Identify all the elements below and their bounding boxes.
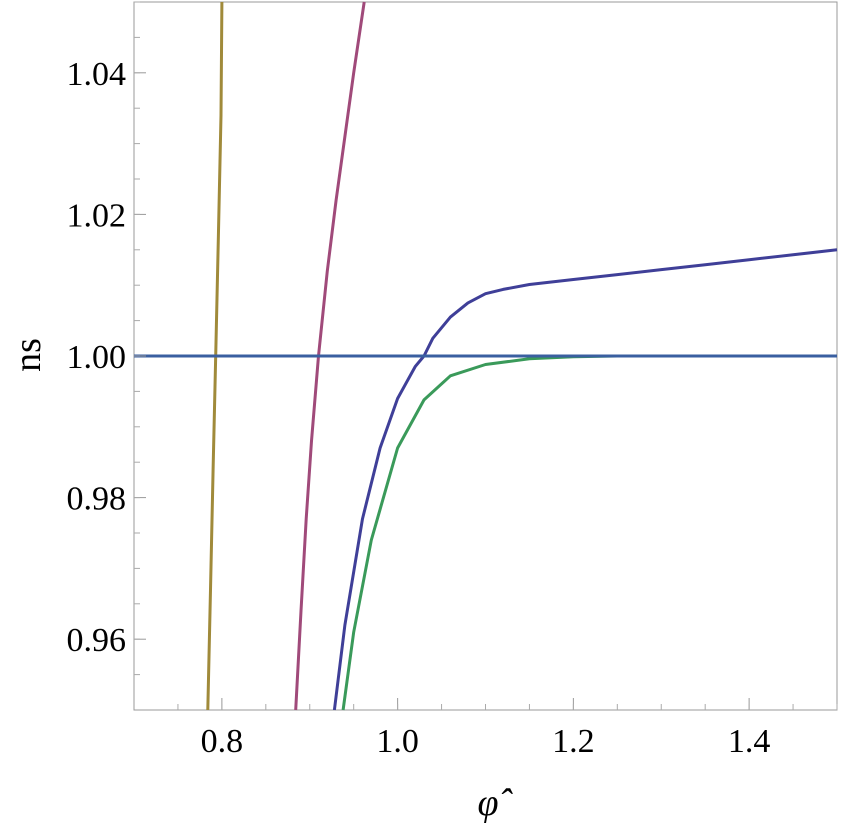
y-tick-label: 1.02 (67, 197, 127, 234)
y-tick-label: 0.98 (67, 481, 127, 518)
x-axis: 0.8 1.0 1.2 1.4 (177, 698, 838, 760)
x-tick-label: 1.4 (728, 723, 771, 760)
y-axis-label: ns (7, 338, 49, 372)
y-tick-label: 1.04 (67, 56, 127, 93)
x-tick-label: 1.2 (552, 723, 595, 760)
series-line-2 (294, 1, 366, 711)
x-tick-label: 0.8 (201, 723, 244, 760)
x-axis-label: φ̂ (477, 782, 513, 824)
y-tick-label: 1.00 (67, 339, 127, 376)
y-axis: 0.96 0.98 1.00 1.02 1.04 (67, 1, 146, 676)
series-layer (134, 1, 838, 711)
series-line-4 (341, 354, 837, 711)
y-tick-label: 0.96 (67, 622, 127, 659)
series-line-3 (332, 248, 838, 711)
x-tick-label: 1.0 (376, 723, 419, 760)
